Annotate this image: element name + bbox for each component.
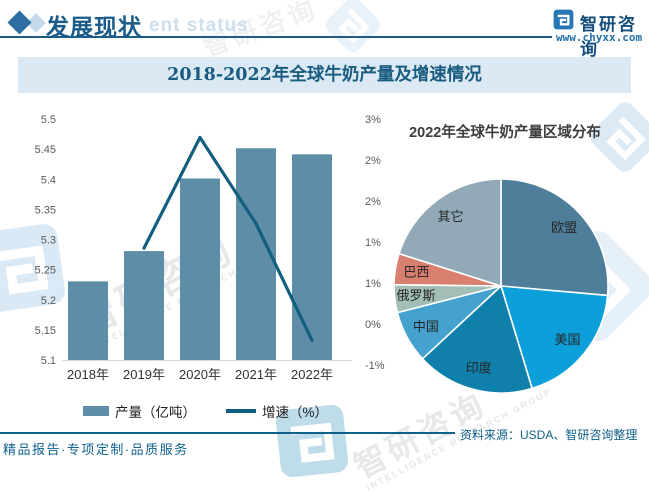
right-axis-tick: -1% [365, 360, 385, 372]
watermark-logo-icon [320, 0, 385, 58]
right-axis-tick: 2% [365, 155, 381, 167]
chart-title: 2018-2022年全球牛奶产量及增速情况 [167, 65, 482, 85]
legend-label-production: 产量（亿吨） [114, 405, 196, 420]
pie-slice-2 [421, 285, 533, 394]
left-axis-tick: 5.3 [41, 235, 56, 247]
left-axis-tick: 5.1 [41, 355, 56, 367]
brand-url: www.chyxx.com [556, 31, 643, 44]
growth-line [142, 135, 314, 342]
x-axis-label: 2020年 [179, 367, 221, 382]
page-title: 发展现状 [46, 14, 142, 40]
x-axis-label: 2019年 [123, 367, 165, 382]
page-title-english: ent status [149, 15, 249, 36]
legend-line-swatch [225, 409, 256, 413]
production-bar [180, 178, 220, 360]
pie-slice-label: 中国 [413, 319, 439, 334]
pie-slice-6 [398, 178, 502, 287]
left-axis-tick: 5.4 [41, 174, 56, 186]
brand-logo-icon [553, 9, 574, 30]
pie-slice-label: 欧盟 [551, 220, 577, 235]
pie-slice-label: 印度 [466, 361, 492, 376]
pie-slice-label: 美国 [554, 332, 580, 347]
chart-legend: 产量（亿吨） 增速（%） [18, 401, 393, 421]
data-source: 资料来源：USDA、智研咨询整理 [460, 428, 638, 442]
left-axis-tick: 5.25 [35, 265, 56, 277]
left-axis-tick: 5.35 [35, 204, 56, 216]
legend-item-growth: 增速（%） [225, 401, 328, 421]
pie-slice-label: 俄罗斯 [396, 288, 435, 303]
right-axis-tick: 3% [365, 114, 381, 126]
production-bar [292, 154, 332, 360]
legend-bar-swatch [82, 406, 109, 416]
x-axis-label: 2018年 [67, 367, 109, 382]
header-diamond-icon [7, 10, 32, 35]
production-bar [68, 281, 108, 360]
right-axis-tick: 2% [365, 196, 381, 208]
x-axis-label: 2022年 [291, 367, 333, 382]
left-axis-tick: 5.5 [41, 114, 56, 126]
footer-services: 精品报告·专项定制·品质服务 [3, 442, 189, 457]
right-axis-tick: 1% [365, 237, 381, 249]
pie-slice-0 [500, 178, 609, 297]
brand-name: 智研咨询 [580, 15, 637, 59]
left-axis-tick: 5.2 [41, 295, 56, 307]
production-bar [124, 251, 164, 360]
x-axis-label: 2021年 [235, 367, 277, 382]
left-axis-tick: 5.15 [35, 325, 56, 337]
chart-title-band: 2018-2022年全球牛奶产量及增速情况 [18, 57, 631, 93]
left-axis-tick: 5.45 [35, 144, 56, 156]
right-axis-tick: 0% [365, 319, 381, 331]
legend-label-growth: 增速（%） [261, 405, 328, 420]
pie-chart-title: 2022年全球牛奶产量区域分布 [409, 125, 601, 141]
bar-line-chart: 5.5 5.45 5.4 5.35 5.3 5.25 5.2 5.15 5.1 3% 2% 2% 1% 1… [35, 114, 385, 382]
legend-item-production: 产量（亿吨） [82, 401, 196, 421]
right-axis-tick: 1% [365, 278, 381, 290]
pie-slice-label: 巴西 [403, 264, 429, 279]
header-divider [0, 36, 552, 38]
footer-divider [0, 432, 455, 434]
pie-slice-label: 其它 [437, 209, 463, 224]
